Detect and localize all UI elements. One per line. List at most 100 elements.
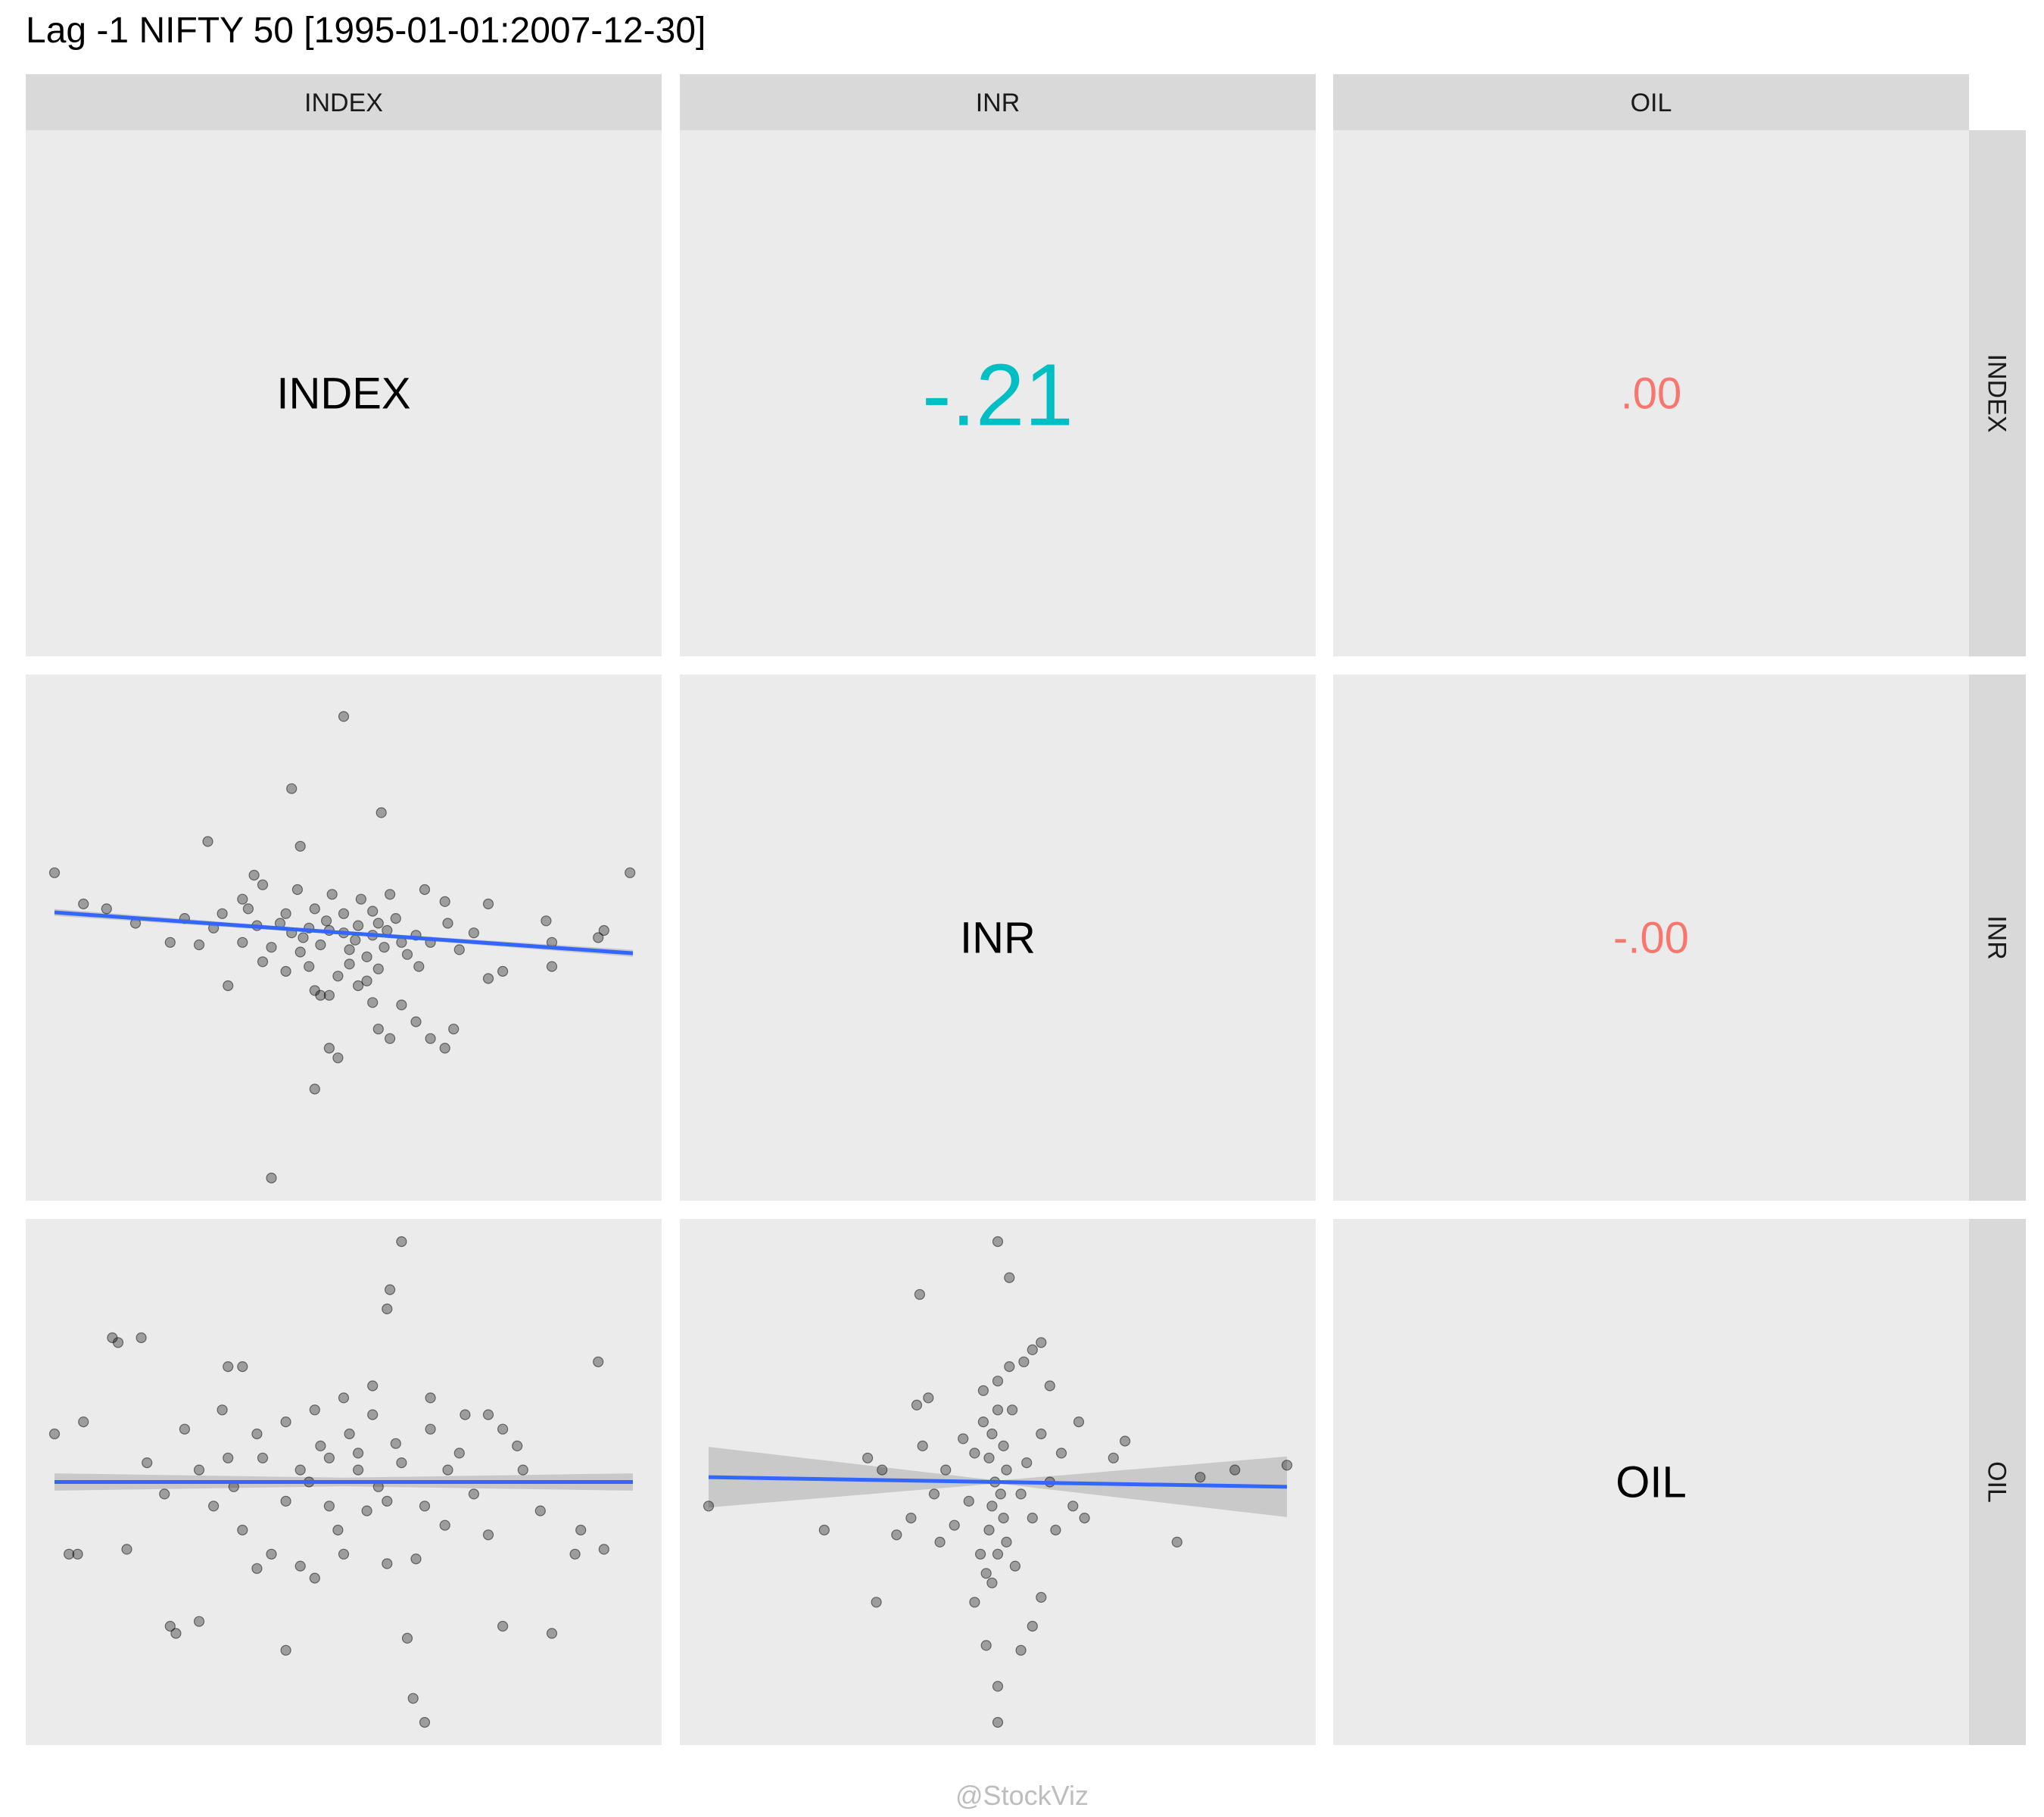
data-point bbox=[344, 1428, 355, 1440]
data-point bbox=[1036, 1337, 1047, 1348]
data-point bbox=[396, 1457, 407, 1469]
data-point bbox=[367, 997, 379, 1008]
data-point bbox=[375, 807, 387, 818]
data-point bbox=[323, 1452, 335, 1463]
data-point bbox=[1036, 1591, 1047, 1603]
scatter-panel-oil-vs-index bbox=[48, 1236, 633, 1728]
data-point bbox=[384, 1033, 396, 1044]
data-point bbox=[372, 918, 384, 929]
column-strip-inr bbox=[680, 74, 1316, 130]
data-point bbox=[1281, 1460, 1293, 1471]
data-point bbox=[986, 1501, 998, 1512]
data-point bbox=[323, 990, 335, 1001]
data-point bbox=[575, 1524, 587, 1536]
data-point bbox=[112, 1337, 124, 1348]
data-point bbox=[419, 884, 431, 896]
diagonal-label-index: INDEX bbox=[276, 369, 410, 419]
data-point bbox=[598, 924, 609, 937]
data-point bbox=[453, 1448, 465, 1459]
data-point bbox=[78, 1416, 89, 1428]
data-point bbox=[208, 1501, 220, 1512]
data-point bbox=[223, 980, 234, 992]
data-point bbox=[1004, 1360, 1015, 1373]
data-point bbox=[332, 1052, 344, 1064]
data-point bbox=[379, 942, 390, 953]
data-point bbox=[425, 1033, 436, 1044]
data-point bbox=[280, 965, 291, 977]
data-point bbox=[891, 1529, 902, 1541]
data-point bbox=[1027, 1512, 1038, 1524]
data-point bbox=[321, 915, 332, 927]
panel-inr-inr bbox=[680, 675, 1316, 1201]
data-point bbox=[410, 1554, 422, 1565]
data-point bbox=[482, 973, 494, 984]
data-point bbox=[1067, 1501, 1079, 1512]
data-point bbox=[384, 889, 396, 900]
data-point bbox=[862, 1452, 874, 1463]
data-point bbox=[482, 1529, 494, 1541]
data-point bbox=[257, 879, 269, 890]
column-strip-label: INR bbox=[976, 89, 1020, 117]
data-point bbox=[48, 1428, 61, 1440]
data-point bbox=[871, 1597, 882, 1608]
data-point bbox=[425, 1423, 436, 1435]
data-point bbox=[48, 867, 61, 878]
data-point bbox=[193, 1464, 205, 1476]
data-point bbox=[1171, 1536, 1182, 1548]
row-strip-inr bbox=[1969, 675, 2026, 1201]
data-point bbox=[949, 1519, 960, 1531]
data-point bbox=[248, 869, 260, 881]
data-point bbox=[1001, 1464, 1012, 1476]
data-point bbox=[372, 1024, 384, 1035]
panel-index-inr bbox=[680, 130, 1316, 656]
data-point bbox=[223, 1452, 234, 1463]
data-point bbox=[332, 971, 344, 982]
data-point bbox=[382, 1303, 393, 1315]
data-point bbox=[136, 1332, 147, 1344]
data-point bbox=[1015, 1644, 1027, 1656]
data-point bbox=[992, 1236, 1004, 1248]
data-point bbox=[63, 1548, 75, 1560]
data-point bbox=[1009, 1560, 1021, 1572]
data-point bbox=[367, 905, 379, 917]
panel-index-oil bbox=[1333, 130, 1969, 656]
data-point bbox=[237, 1360, 248, 1373]
data-point bbox=[257, 1452, 269, 1463]
data-point bbox=[1073, 1416, 1085, 1428]
data-point bbox=[546, 961, 558, 972]
data-point bbox=[877, 1464, 888, 1476]
data-point bbox=[992, 1376, 1004, 1387]
data-point bbox=[280, 1416, 291, 1428]
data-point bbox=[928, 1488, 940, 1500]
data-point bbox=[101, 903, 112, 915]
row-strip-label: INR bbox=[1983, 915, 2011, 960]
data-point bbox=[237, 1524, 248, 1536]
data-point bbox=[315, 939, 326, 951]
data-point bbox=[998, 1440, 1009, 1452]
data-point bbox=[309, 1083, 320, 1095]
data-point bbox=[367, 1409, 379, 1420]
data-point bbox=[818, 1524, 830, 1536]
data-point bbox=[223, 1360, 234, 1373]
data-point bbox=[992, 1404, 1004, 1416]
data-point bbox=[237, 893, 248, 905]
data-point bbox=[401, 1632, 413, 1644]
data-point bbox=[361, 951, 372, 963]
data-point bbox=[142, 1457, 153, 1469]
data-point bbox=[361, 1505, 372, 1516]
data-point bbox=[193, 939, 205, 951]
data-point bbox=[998, 1512, 1009, 1524]
data-point bbox=[286, 783, 298, 794]
data-point bbox=[905, 1512, 917, 1524]
data-point bbox=[448, 1024, 460, 1035]
data-point bbox=[419, 1716, 431, 1728]
data-point bbox=[1055, 1448, 1067, 1459]
data-point bbox=[497, 1620, 509, 1632]
data-point bbox=[382, 1495, 393, 1507]
data-point bbox=[217, 1404, 228, 1416]
column-strip-label: INDEX bbox=[304, 89, 383, 117]
data-point bbox=[439, 896, 450, 908]
data-point bbox=[468, 1488, 480, 1500]
data-point bbox=[1119, 1435, 1131, 1447]
data-point bbox=[309, 1572, 320, 1584]
